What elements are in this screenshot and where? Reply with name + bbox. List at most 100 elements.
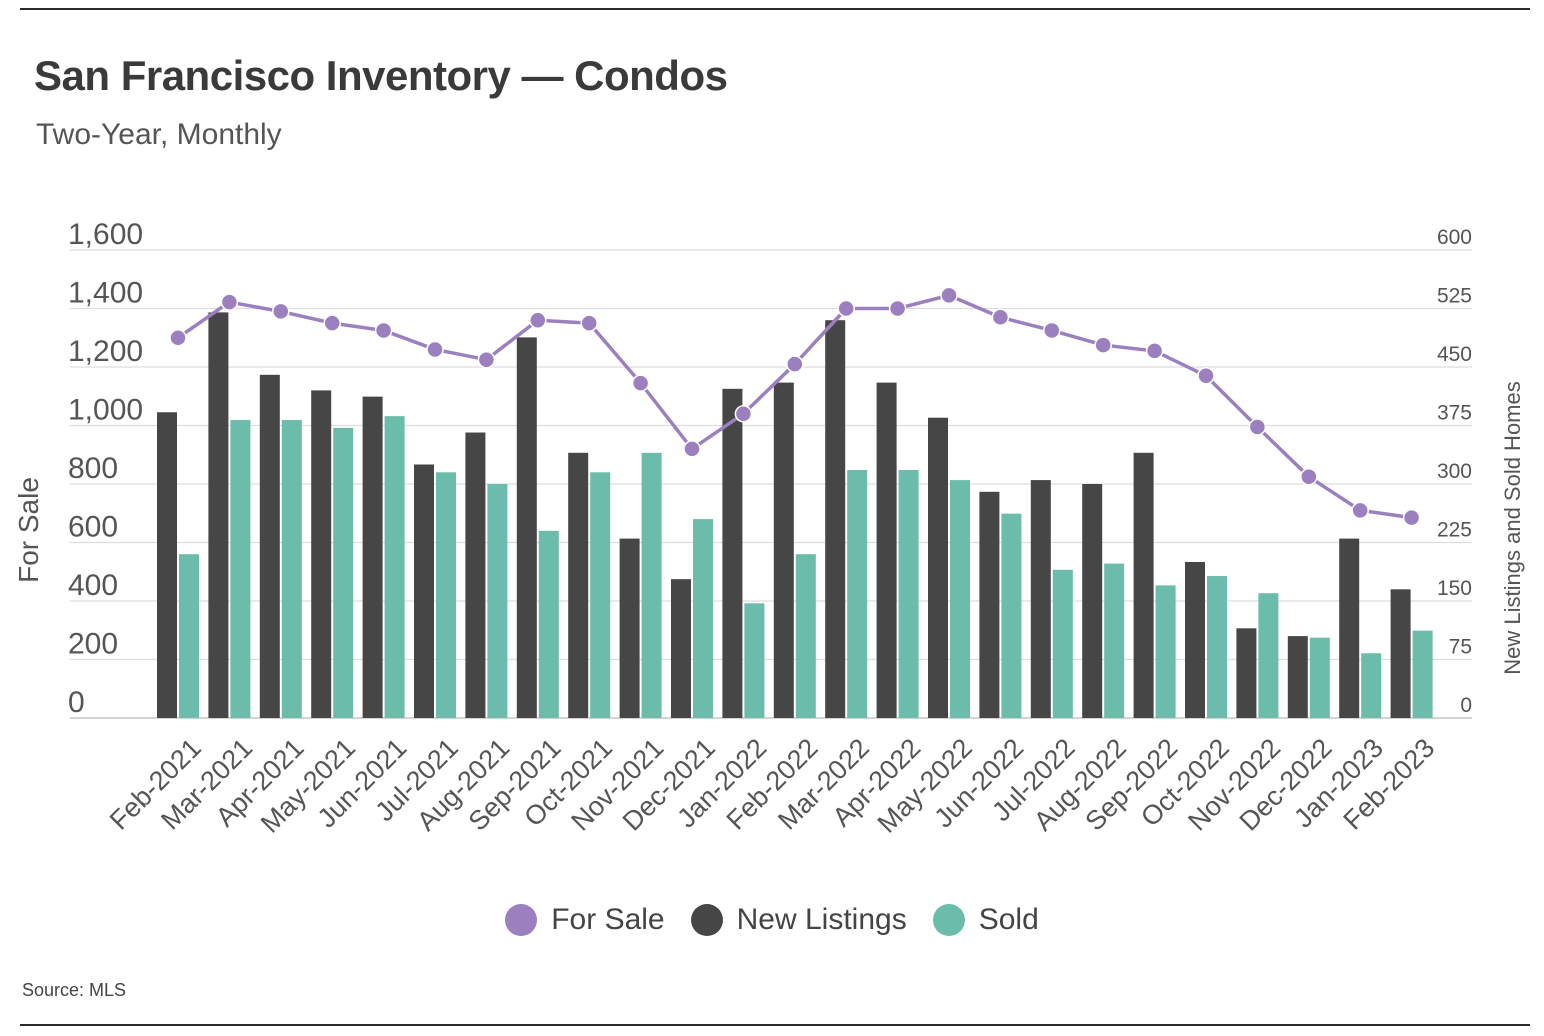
bar-new-listings xyxy=(1287,636,1308,718)
bar-sold xyxy=(847,469,868,718)
source-note: Source: MLS xyxy=(22,980,127,1000)
for-sale-swatch-icon xyxy=(505,904,538,936)
point-for-sale xyxy=(477,350,496,369)
point-for-sale xyxy=(683,440,701,458)
point-for-sale xyxy=(837,299,855,318)
point-for-sale xyxy=(1248,418,1267,436)
sold-swatch-icon xyxy=(932,904,965,936)
y-tick-label-left: 0 xyxy=(68,686,85,719)
bar-new-listings xyxy=(722,388,743,718)
bar-sold xyxy=(436,472,456,718)
bar-sold xyxy=(1052,569,1073,718)
chart-subtitle: Two-Year, Monthly xyxy=(36,118,282,151)
y-tick-label-left: 1,000 xyxy=(68,394,143,427)
point-for-sale xyxy=(323,314,341,332)
bar-new-listings xyxy=(465,432,486,718)
point-for-sale xyxy=(888,299,907,318)
bar-sold xyxy=(590,472,611,718)
point-for-sale xyxy=(1300,467,1318,486)
bottom-rule xyxy=(20,1024,1530,1026)
y-tick-label-left: 1,200 xyxy=(68,335,143,368)
point-for-sale xyxy=(1094,336,1112,354)
y-tick-label-right: 600 xyxy=(1437,226,1472,249)
bar-new-listings xyxy=(362,396,383,718)
bar-new-listings xyxy=(157,412,177,718)
bar-sold xyxy=(1412,630,1433,718)
bar-new-listings xyxy=(876,382,897,718)
bar-sold xyxy=(230,420,251,718)
bar-new-listings xyxy=(825,320,846,718)
bar-sold xyxy=(281,420,302,718)
bar-new-listings xyxy=(1133,452,1154,718)
legend-item-new-listings[interactable]: New Listings xyxy=(690,903,907,937)
point-for-sale xyxy=(1402,508,1421,527)
point-for-sale xyxy=(169,329,187,347)
top-rule xyxy=(20,8,1530,10)
new-listings-swatch-icon xyxy=(690,904,723,936)
bar-sold xyxy=(384,416,405,718)
bar-new-listings xyxy=(1185,562,1205,718)
y-tick-label-left: 200 xyxy=(68,628,118,661)
point-for-sale xyxy=(1351,501,1369,520)
y-tick-label-left: 600 xyxy=(68,511,118,544)
y-axis-title-left: For Sale xyxy=(13,477,44,583)
legend: For Sale New Listings Sold xyxy=(0,903,1544,937)
bar-sold xyxy=(538,530,559,718)
bar-new-listings xyxy=(1339,538,1360,718)
y-tick-label-right: 75 xyxy=(1449,636,1472,659)
bar-new-listings xyxy=(208,312,229,718)
point-for-sale xyxy=(220,293,239,311)
bar-sold xyxy=(898,469,919,718)
point-for-sale xyxy=(580,314,598,332)
legend-item-for-sale[interactable]: For Sale xyxy=(505,903,665,937)
bar-new-listings xyxy=(311,390,332,718)
bar-sold xyxy=(179,554,199,718)
point-for-sale xyxy=(426,340,444,359)
bar-sold xyxy=(641,452,662,718)
bar-new-listings xyxy=(928,417,948,718)
legend-label-for-sale: For Sale xyxy=(551,903,665,936)
bar-sold xyxy=(1309,637,1330,718)
y-tick-label-right: 0 xyxy=(1460,694,1472,717)
point-for-sale xyxy=(1197,367,1215,385)
bar-new-listings xyxy=(671,579,691,718)
point-for-sale xyxy=(529,311,547,329)
bar-sold xyxy=(1361,653,1382,718)
point-for-sale xyxy=(1145,342,1164,360)
y-tick-label-left: 1,600 xyxy=(68,218,143,251)
y-tick-label-right: 300 xyxy=(1437,460,1472,483)
bar-sold xyxy=(1104,563,1125,718)
bar-sold xyxy=(333,427,354,718)
y-tick-label-right: 375 xyxy=(1437,402,1472,425)
bar-sold xyxy=(487,484,508,718)
bar-new-listings xyxy=(414,464,434,718)
point-for-sale xyxy=(1043,321,1061,340)
y-tick-label-right: 450 xyxy=(1437,343,1472,366)
bar-sold xyxy=(795,554,816,718)
bar-sold xyxy=(950,480,970,718)
bar-new-listings xyxy=(1390,589,1411,718)
point-for-sale xyxy=(272,302,290,321)
bar-sold xyxy=(693,519,713,718)
point-for-sale xyxy=(786,355,804,373)
bar-sold xyxy=(1258,593,1279,718)
bar-new-listings xyxy=(568,452,589,718)
bar-new-listings xyxy=(773,382,794,718)
bar-new-listings xyxy=(1236,628,1257,718)
y-axis-title-right: New Listings and Sold Homes xyxy=(1500,381,1525,674)
bar-sold xyxy=(1207,576,1227,718)
point-for-sale xyxy=(734,405,753,423)
bar-sold xyxy=(1155,585,1176,718)
bar-new-listings xyxy=(259,374,280,718)
chart-title: San Francisco Inventory — Condos xyxy=(34,52,728,99)
y-tick-label-left: 400 xyxy=(68,569,118,602)
y-tick-label-left: 800 xyxy=(68,452,118,485)
bar-new-listings xyxy=(619,538,640,718)
y-tick-label-right: 150 xyxy=(1437,577,1472,600)
bar-sold xyxy=(744,603,765,718)
legend-item-sold[interactable]: Sold xyxy=(932,903,1039,937)
legend-label-new-listings: New Listings xyxy=(736,903,907,936)
point-for-sale xyxy=(940,286,958,305)
bar-new-listings xyxy=(1082,484,1103,718)
